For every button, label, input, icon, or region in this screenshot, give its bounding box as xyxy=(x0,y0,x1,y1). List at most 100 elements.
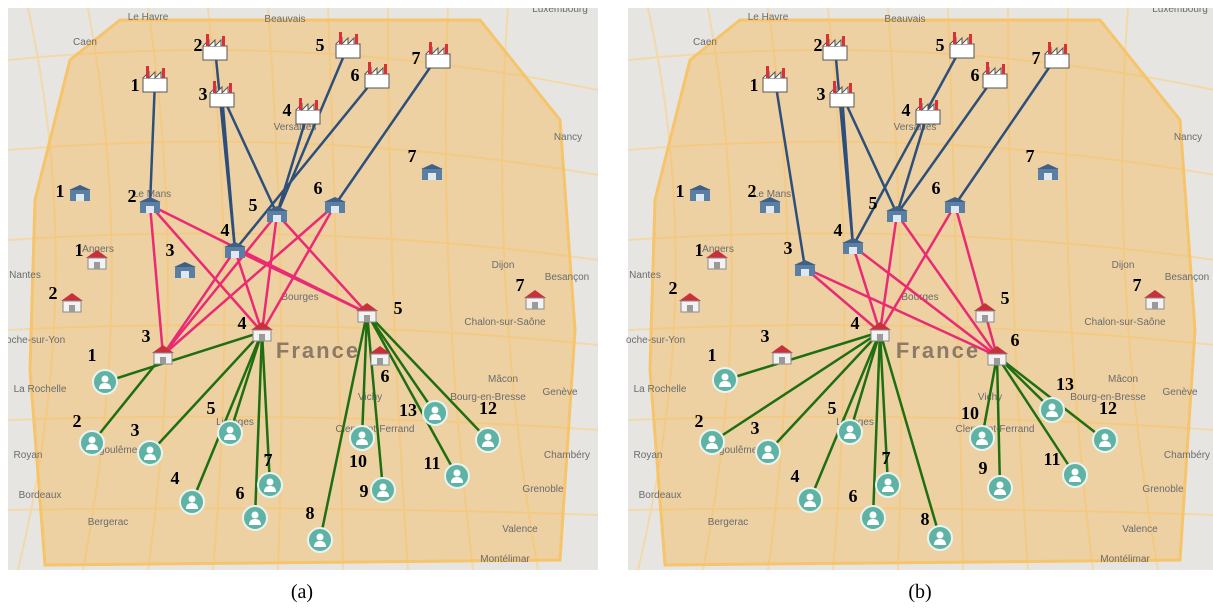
route xyxy=(149,331,263,454)
warehouse-label: 4 xyxy=(221,220,230,240)
place-name: Beauvais xyxy=(884,14,925,25)
dc-roof xyxy=(86,250,108,258)
distribution-center-label: 2 xyxy=(49,283,58,303)
warehouse-door xyxy=(76,194,84,201)
chimney xyxy=(229,83,232,93)
distribution-center-icon xyxy=(61,293,83,313)
route xyxy=(104,330,263,384)
distribution-center-icon xyxy=(679,293,701,313)
distribution-center-icon xyxy=(974,303,996,323)
customer-icon xyxy=(79,430,105,456)
warehouse-icon xyxy=(174,262,196,278)
customer-head xyxy=(266,478,274,486)
warehouse-label: 7 xyxy=(1026,146,1035,166)
warehouse-label: 3 xyxy=(166,240,175,260)
road xyxy=(1064,8,1094,570)
chimney xyxy=(919,98,922,110)
warehouse-label: 7 xyxy=(408,146,417,166)
factory-body xyxy=(364,73,390,89)
customer-icon xyxy=(257,472,283,498)
customer-head xyxy=(316,533,324,541)
customer-icon xyxy=(699,429,725,455)
customer-head xyxy=(88,436,96,444)
dc-roof xyxy=(771,345,793,353)
customer-head xyxy=(869,511,877,519)
distribution-center-icon xyxy=(1144,290,1166,310)
chimney xyxy=(1002,64,1005,74)
distribution-center-label: 3 xyxy=(761,326,770,346)
dc-roof xyxy=(356,303,378,311)
warehouse-label: 4 xyxy=(834,220,843,240)
customer-head xyxy=(1071,468,1079,476)
factory-label: 1 xyxy=(131,75,140,95)
factory-label: 7 xyxy=(1032,48,1041,68)
route xyxy=(808,331,882,501)
road xyxy=(8,232,598,261)
customer-head xyxy=(764,445,772,453)
place-name: Clermont-Ferrand xyxy=(336,424,415,435)
customer-icon xyxy=(927,525,953,551)
factory-label: 5 xyxy=(316,35,325,55)
customer-head xyxy=(484,433,492,441)
customer-body xyxy=(144,454,156,460)
customer-label: 2 xyxy=(73,411,82,431)
route xyxy=(162,204,336,356)
factory-label: 6 xyxy=(971,65,980,85)
customer-label: 5 xyxy=(207,398,216,418)
chimney xyxy=(384,64,387,74)
factory-label: 2 xyxy=(814,35,823,55)
warehouse-roof xyxy=(944,197,966,202)
customer-head xyxy=(188,495,196,503)
place-name: Besançon xyxy=(1165,272,1209,283)
factory-body xyxy=(209,92,235,108)
warehouse-roof xyxy=(324,197,346,202)
place-name: Montélimar xyxy=(1100,554,1150,565)
warehouse-roof xyxy=(886,206,908,211)
distribution-center-label: 2 xyxy=(669,278,678,298)
warehouse-icon xyxy=(842,238,864,254)
customer-label: 8 xyxy=(306,503,315,523)
customer-icon xyxy=(242,505,268,531)
customer-head xyxy=(379,483,387,491)
customer-head xyxy=(721,373,729,381)
place-name: Caen xyxy=(73,37,97,48)
customer-head xyxy=(708,435,716,443)
place-name: Le Havre xyxy=(128,12,169,23)
route xyxy=(767,331,881,453)
place-name: Grenoble xyxy=(1142,484,1184,495)
map-panel: Le Havre Beauvais Caen Versailles Le Mans Ang… xyxy=(626,4,1213,570)
chimney xyxy=(445,44,448,54)
place-name: Bourges xyxy=(281,292,318,303)
route xyxy=(804,266,998,358)
customer-label: 6 xyxy=(849,486,858,506)
factory-body xyxy=(295,109,321,125)
chimney xyxy=(368,62,371,74)
warehouse-icon xyxy=(886,206,908,222)
route xyxy=(848,331,882,433)
customer-body xyxy=(314,541,326,547)
dc-roof xyxy=(524,290,546,298)
warehouse-door xyxy=(766,206,774,213)
place-name: Valence xyxy=(502,524,538,535)
place-name: Royan xyxy=(634,450,663,461)
chimney xyxy=(826,34,829,46)
road xyxy=(8,324,598,346)
customer-head xyxy=(996,481,1004,489)
chimney xyxy=(213,81,216,93)
customer-label: 9 xyxy=(979,458,988,478)
place-name: Grenoble xyxy=(522,484,564,495)
factory-icon xyxy=(829,81,855,108)
route xyxy=(234,248,368,315)
customer-body xyxy=(867,519,879,525)
route xyxy=(220,94,237,251)
route xyxy=(260,204,337,333)
route xyxy=(366,312,489,441)
route xyxy=(852,245,998,357)
factory-body xyxy=(142,77,168,93)
place-name: Luxembourg xyxy=(1152,4,1208,15)
route xyxy=(773,79,807,269)
customer-label: 11 xyxy=(423,453,440,473)
distribution-center-label: 5 xyxy=(394,298,403,318)
route xyxy=(365,312,459,477)
customer-label: 13 xyxy=(399,400,417,420)
